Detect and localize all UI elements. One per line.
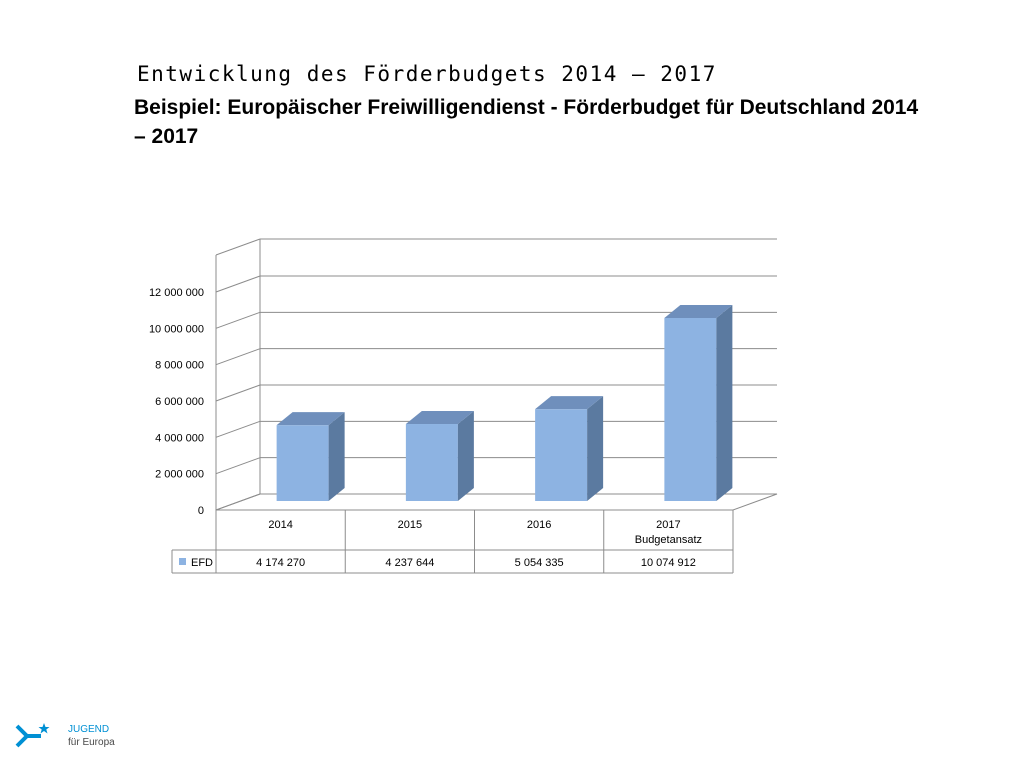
x-tick-label: Budgetansatz (635, 534, 702, 546)
legend-label: EFD (191, 557, 213, 569)
bar-side (587, 396, 604, 501)
y-tick-label: 0 (198, 505, 204, 517)
y-tick-label: 4 000 000 (155, 432, 204, 444)
gridline-side (215, 348, 261, 366)
gridline-side (215, 384, 261, 402)
gridline-side (215, 238, 261, 256)
x-tick-label: 2017 (656, 519, 680, 531)
bar-top (276, 412, 345, 426)
bar-side (716, 304, 733, 501)
logo-line-2: für Europa (68, 737, 115, 748)
bar-side (328, 412, 345, 501)
x-tick-label: 2015 (398, 519, 422, 531)
legend-swatch (179, 558, 186, 565)
x-tick-label: 2016 (527, 519, 551, 531)
slide-title: Entwicklung des Förderbudgets 2014 – 201… (137, 62, 717, 86)
bar-front (276, 425, 329, 501)
bar-front (405, 424, 458, 501)
gridline-side (215, 275, 261, 293)
bar-front (535, 409, 588, 501)
data-label: 4 237 644 (385, 557, 434, 569)
bar-top (535, 396, 604, 410)
data-label: 10 074 912 (641, 557, 696, 569)
y-tick-label: 6 000 000 (155, 396, 204, 408)
jugend-logo-icon (15, 723, 50, 748)
y-tick-label: 2 000 000 (155, 469, 204, 481)
slide-subtitle: Beispiel: Europäischer Freiwilligendiens… (134, 96, 919, 148)
gridline-side (215, 311, 261, 329)
y-tick-label: 8 000 000 (155, 360, 204, 372)
data-label: 5 054 335 (515, 557, 564, 569)
logo-line-1: JUGEND (68, 724, 110, 735)
y-tick-label: 12 000 000 (149, 287, 204, 299)
bar-top (405, 411, 474, 425)
gridline-side (215, 457, 261, 475)
x-tick-label: 2014 (268, 519, 292, 531)
gridline-side (215, 420, 261, 438)
bar-top (664, 304, 733, 318)
bar-side (457, 411, 474, 501)
y-tick-label: 10 000 000 (149, 323, 204, 335)
logo: JUGEND für Europa (14, 722, 115, 757)
bar-front (664, 317, 717, 501)
data-label: 4 174 270 (256, 557, 305, 569)
